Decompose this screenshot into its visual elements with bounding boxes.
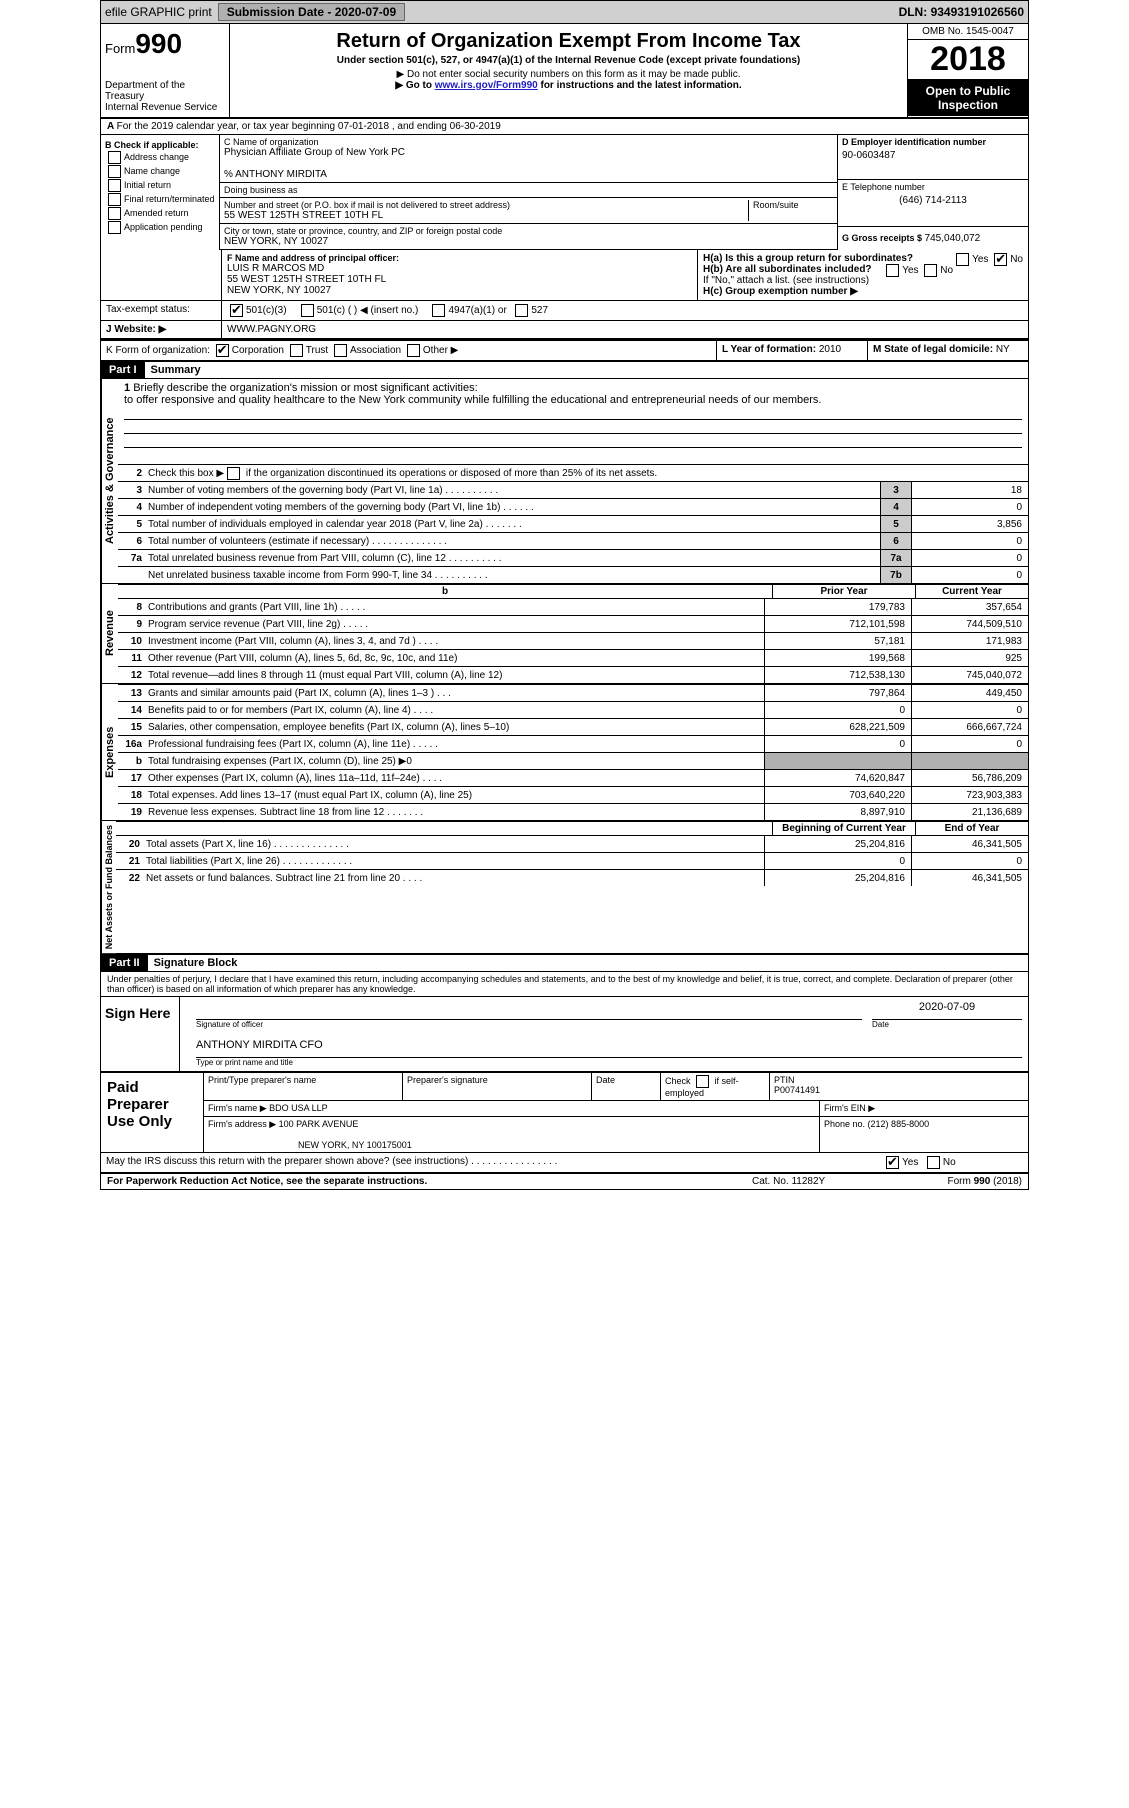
chk-final[interactable]: Final return/terminated <box>105 193 215 206</box>
part-i-expenses: Expenses 13Grants and similar amounts pa… <box>101 684 1028 821</box>
part-i-revenue: Revenue bPrior YearCurrent Year 8Contrib… <box>101 584 1028 684</box>
expenses-label: Expenses <box>101 684 118 820</box>
submission-date-btn[interactable]: Submission Date - 2020-07-09 <box>218 3 405 21</box>
sign-here: Sign Here Signature of officer 2020-07-0… <box>101 996 1028 1071</box>
mission-text: to offer responsive and quality healthca… <box>124 394 821 406</box>
line-klm: K Form of organization: Corporation Trus… <box>101 339 1028 361</box>
section-fh: F Name and address of principal officer:… <box>101 250 1028 301</box>
tax-year: 2018 <box>908 40 1028 80</box>
ssn-note: ▶ Do not enter social security numbers o… <box>236 69 901 80</box>
part-i-netassets: Net Assets or Fund Balances Beginning of… <box>101 821 1028 954</box>
ein: 90-0603487 <box>842 147 1024 161</box>
efile-label: efile GRAPHIC print <box>105 5 212 19</box>
chk-name[interactable]: Name change <box>105 165 215 178</box>
officer-name-title: ANTHONY MIRDITA CFO <box>196 1035 1022 1058</box>
line-i: Tax-exempt status: 501(c)(3) 501(c) ( ) … <box>101 301 1028 321</box>
firm-name: BDO USA LLP <box>269 1103 328 1113</box>
footer: For Paperwork Reduction Act Notice, see … <box>101 1173 1028 1189</box>
chk-address[interactable]: Address change <box>105 151 215 164</box>
goto-line: ▶ Go to www.irs.gov/Form990 for instruct… <box>236 80 901 91</box>
website: WWW.PAGNY.ORG <box>222 321 1028 338</box>
chk-initial[interactable]: Initial return <box>105 179 215 192</box>
topbar: efile GRAPHIC print Submission Date - 20… <box>101 1 1028 24</box>
paid-preparer: Paid Preparer Use Only Print/Type prepar… <box>101 1071 1028 1152</box>
box-h: H(a) Is this a group return for subordin… <box>698 250 1028 300</box>
part-ii-header: Part IISignature Block <box>101 954 1028 972</box>
form-subtitle: Under section 501(c), 527, or 4947(a)(1)… <box>236 55 901 66</box>
officer-name: LUIS R MARCOS MD <box>227 263 692 274</box>
chk-amended[interactable]: Amended return <box>105 207 215 220</box>
box-c: C Name of organizationPhysician Affiliat… <box>220 135 837 250</box>
irs-link[interactable]: www.irs.gov/Form990 <box>435 80 538 91</box>
net-label: Net Assets or Fund Balances <box>101 821 116 953</box>
street-address: 55 WEST 125TH STREET 10TH FL <box>224 210 748 221</box>
line-a: A For the 2019 calendar year, or tax yea… <box>101 119 1028 135</box>
section-bcd: B Check if applicable: Address change Na… <box>101 135 1028 250</box>
gross-receipts: 745,040,072 <box>925 233 981 244</box>
discuss-row: May the IRS discuss this return with the… <box>101 1152 1028 1173</box>
ptin: P00741491 <box>774 1085 820 1095</box>
dln: DLN: 93493191026560 <box>899 5 1024 19</box>
form-title: Return of Organization Exempt From Incom… <box>236 30 901 53</box>
governance-label: Activities & Governance <box>101 379 118 583</box>
telephone: (646) 714-2113 <box>842 192 1024 206</box>
form-990-page: efile GRAPHIC print Submission Date - 20… <box>100 0 1029 1190</box>
dept-treasury: Department of the Treasury Internal Reve… <box>105 80 225 113</box>
revenue-label: Revenue <box>101 584 118 683</box>
box-b: B Check if applicable: Address change Na… <box>101 135 220 250</box>
care-of: % ANTHONY MIRDITA <box>224 169 833 180</box>
part-i-governance: Activities & Governance 1 Briefly descri… <box>101 379 1028 584</box>
omb-number: OMB No. 1545-0047 <box>908 24 1028 40</box>
penalty-text: Under penalties of perjury, I declare th… <box>101 972 1028 996</box>
prep-phone: (212) 885-8000 <box>868 1119 930 1129</box>
box-deg: D Employer identification number90-06034… <box>837 135 1028 250</box>
part-i-header: Part ISummary <box>101 361 1028 379</box>
line-j: J Website: ▶ WWW.PAGNY.ORG <box>101 321 1028 339</box>
form-header: Form990 Department of the Treasury Inter… <box>101 24 1028 119</box>
chk-501c3[interactable] <box>230 304 243 317</box>
city-state-zip: NEW YORK, NY 10027 <box>224 236 833 247</box>
form-number: Form990 <box>105 28 225 60</box>
chk-pending[interactable]: Application pending <box>105 221 215 234</box>
public-inspection: Open to Public Inspection <box>908 80 1028 116</box>
org-name: Physician Affiliate Group of New York PC <box>224 147 833 158</box>
